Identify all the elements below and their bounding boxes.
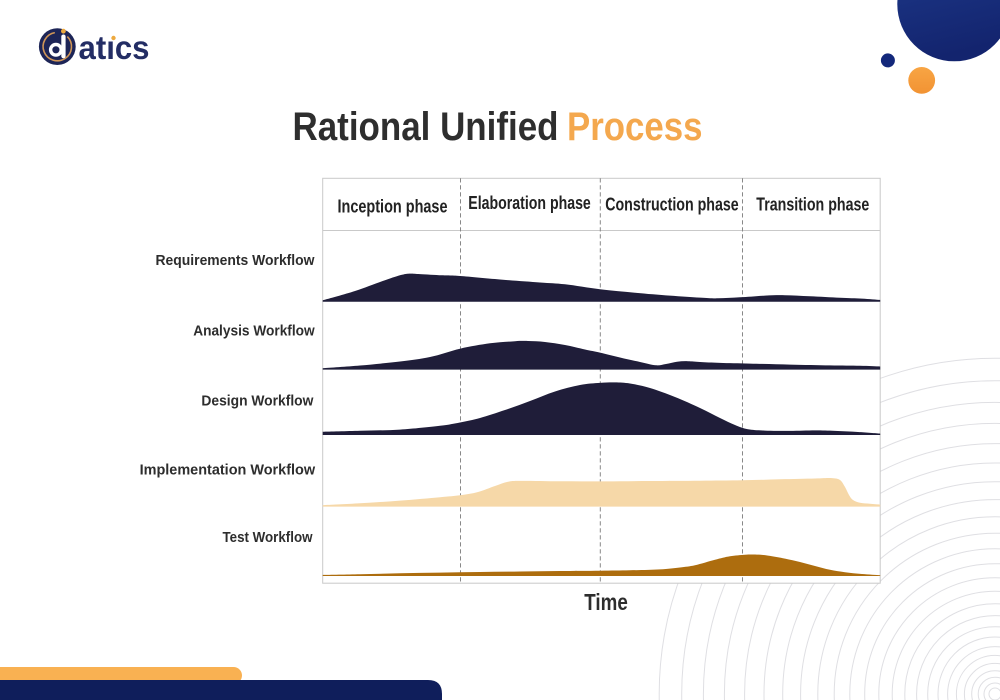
svg-text:Design Workflow: Design Workflow [201, 394, 314, 410]
svg-text:Elaboration phase: Elaboration phase [468, 192, 591, 213]
svg-text:Transition phase: Transition phase [756, 193, 869, 214]
svg-text:Time: Time [584, 589, 628, 615]
svg-text:atıcs: atıcs [79, 29, 150, 66]
svg-text:Process: Process [567, 105, 703, 149]
svg-text:Requirements Workflow: Requirements Workflow [156, 253, 316, 269]
svg-text:Test Workflow: Test Workflow [223, 530, 314, 546]
svg-text:Analysis Workflow: Analysis Workflow [193, 324, 315, 340]
svg-text:Inception phase: Inception phase [338, 195, 448, 216]
svg-text:Construction phase: Construction phase [605, 194, 739, 215]
svg-text:Implementation Workflow: Implementation Workflow [140, 462, 316, 478]
svg-text:Rational Unified: Rational Unified [293, 105, 559, 149]
